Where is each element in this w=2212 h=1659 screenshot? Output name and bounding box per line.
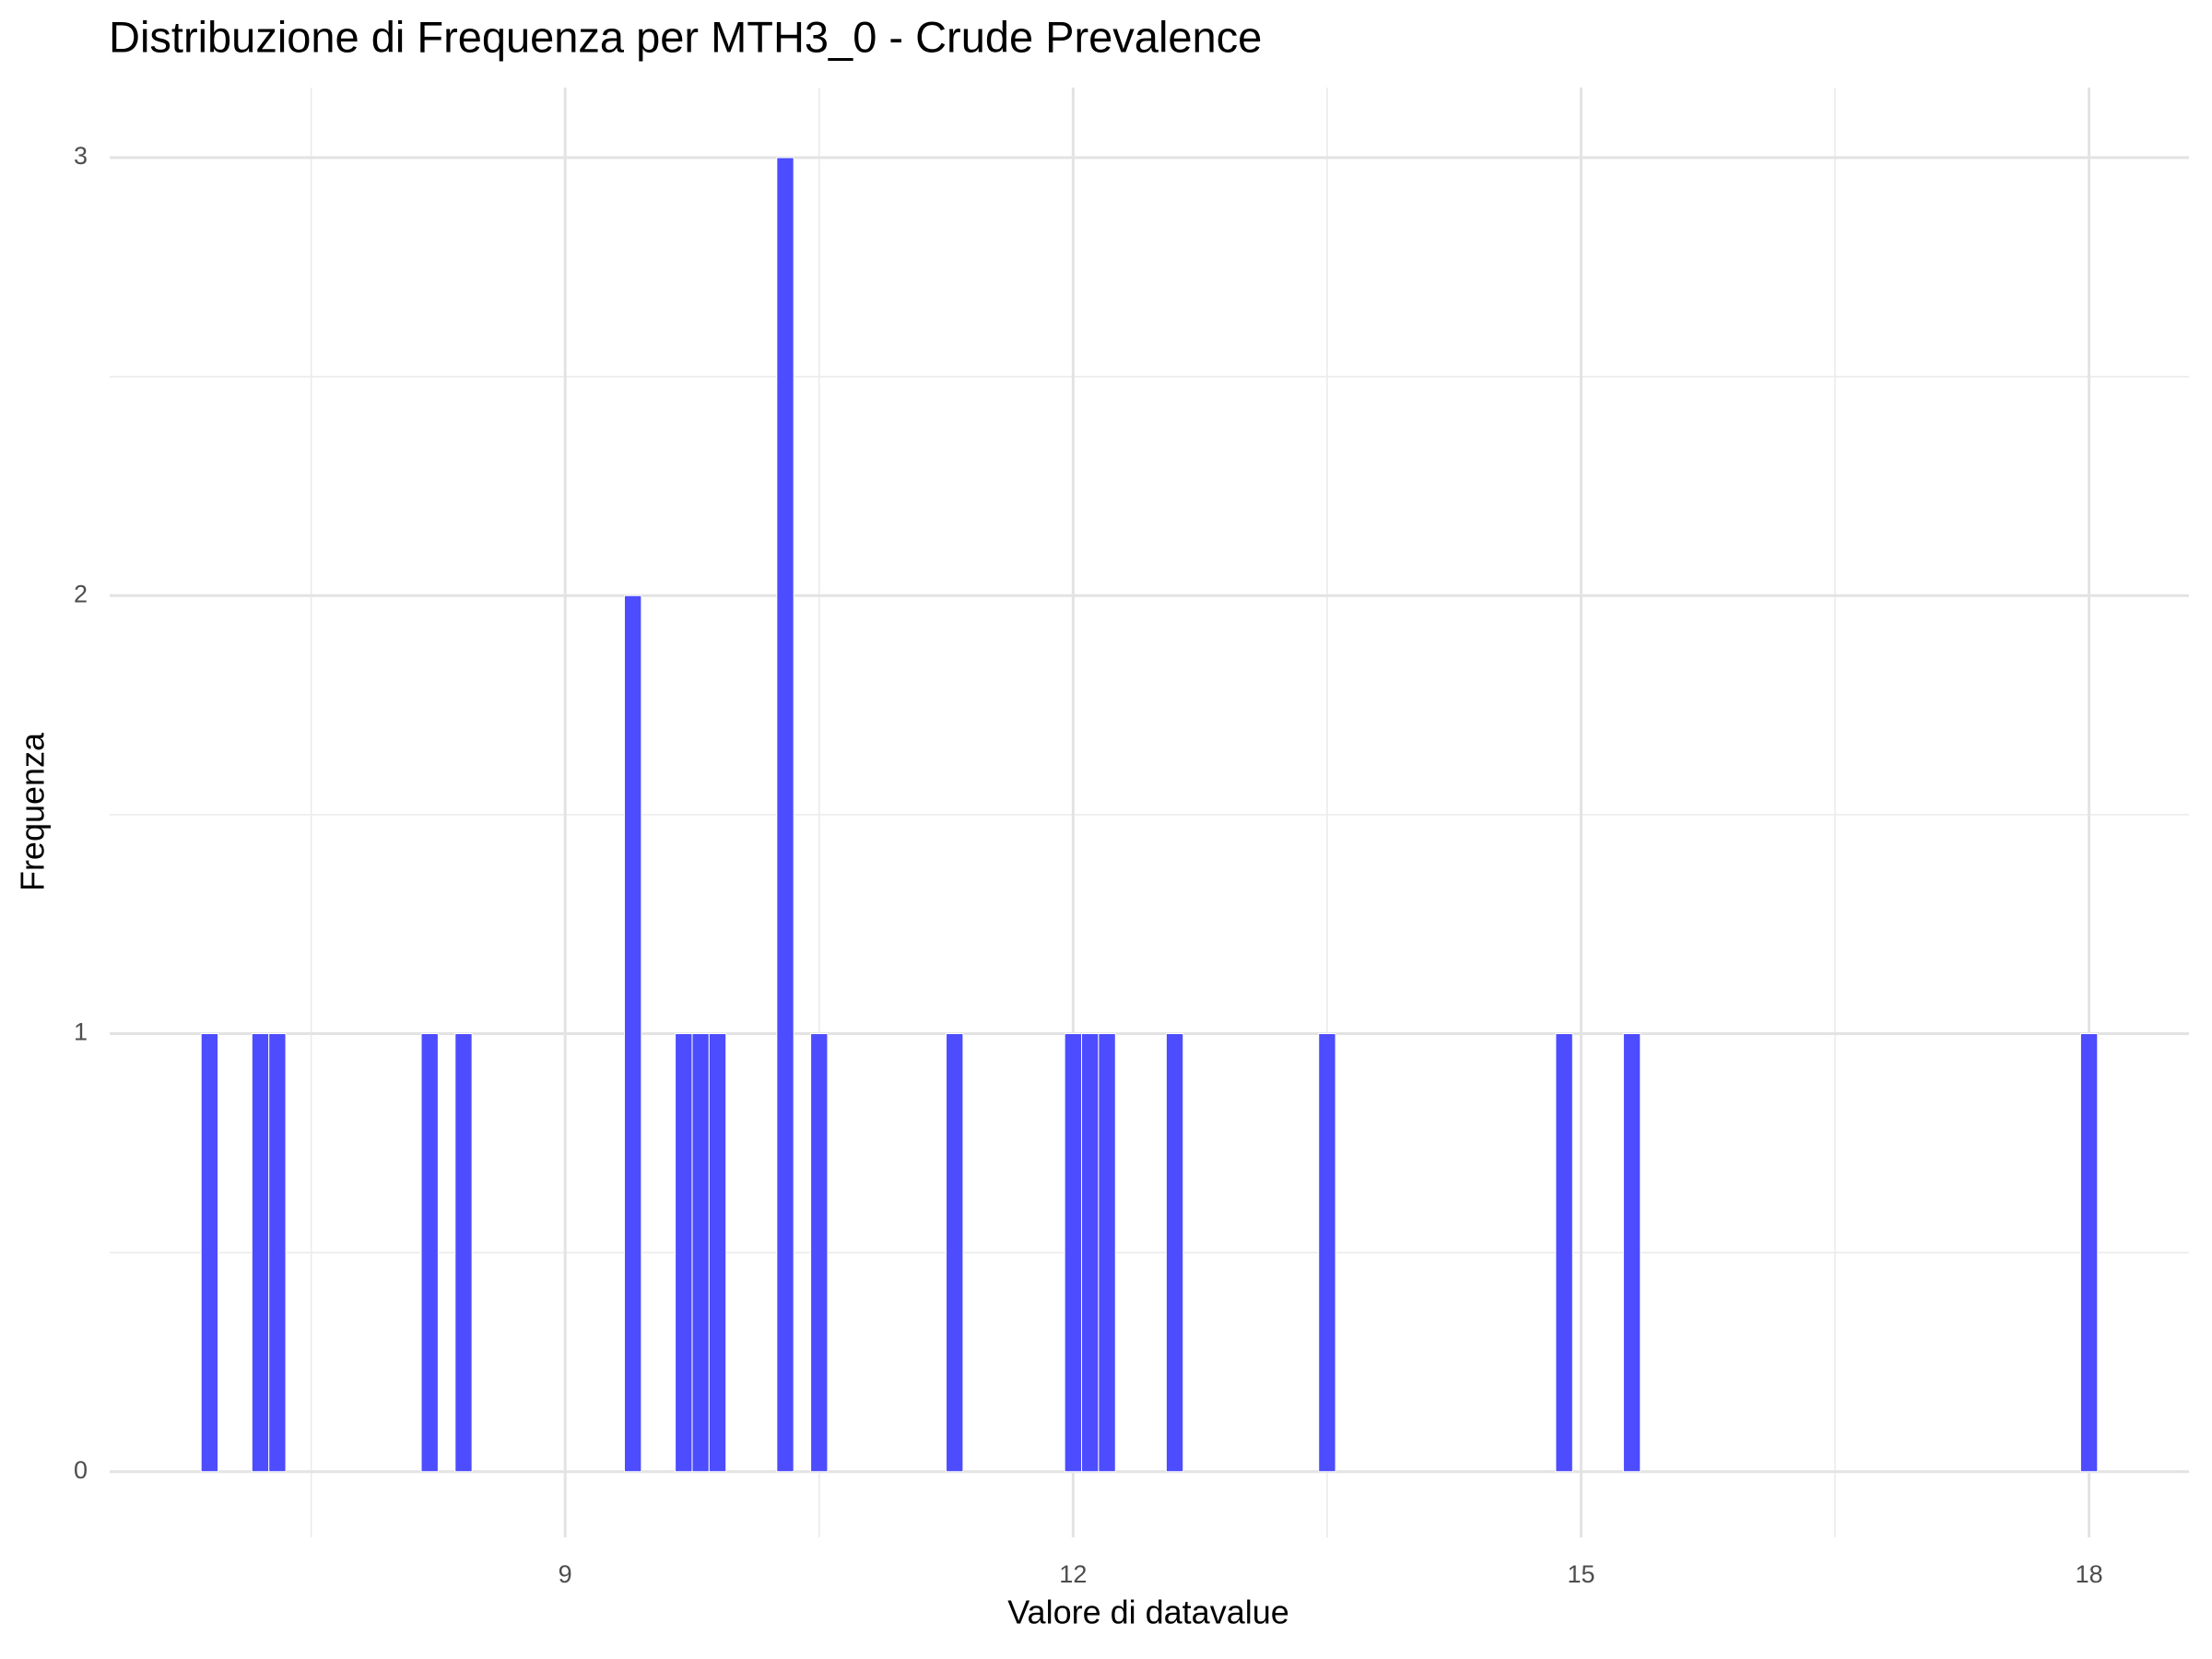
histogram-bar [946,1032,964,1473]
histogram-bar [268,1032,287,1473]
histogram-bar [1622,1032,1641,1473]
histogram-bar [1555,1032,1573,1473]
histogram-bar [675,1032,693,1473]
x-tick-label: 18 [2076,1560,2103,1588]
histogram-bar [1081,1032,1100,1473]
histogram-bar [1064,1032,1083,1473]
x-tick-label: 12 [1059,1560,1087,1588]
histogram-bar [691,1032,710,1473]
chart-title: Distribuzione di Frequenza per MTH3_0 - … [109,12,1262,61]
histogram-bar [420,1032,439,1473]
x-tick-label: 15 [1567,1560,1594,1588]
histogram-bar [810,1032,829,1473]
histogram-bar [708,1032,727,1473]
y-tick-label: 1 [74,1018,88,1046]
histogram-bar [200,1032,219,1473]
histogram-bar [251,1032,270,1473]
x-tick-label: 9 [559,1560,572,1588]
histogram-bar [1318,1032,1336,1473]
histogram-bar [1098,1032,1116,1473]
histogram-bar [1165,1032,1184,1473]
histogram-bar [2079,1032,2099,1473]
y-axis-title: Frequenza [14,732,52,891]
y-tick-label: 3 [74,142,88,170]
histogram-bar [454,1032,473,1473]
y-tick-label: 0 [74,1456,88,1484]
histogram-bar [776,157,794,1473]
x-axis-title: Valore di datavalue [1007,1594,1289,1631]
y-tick-label: 2 [74,580,88,607]
histogram-bar [623,594,642,1473]
